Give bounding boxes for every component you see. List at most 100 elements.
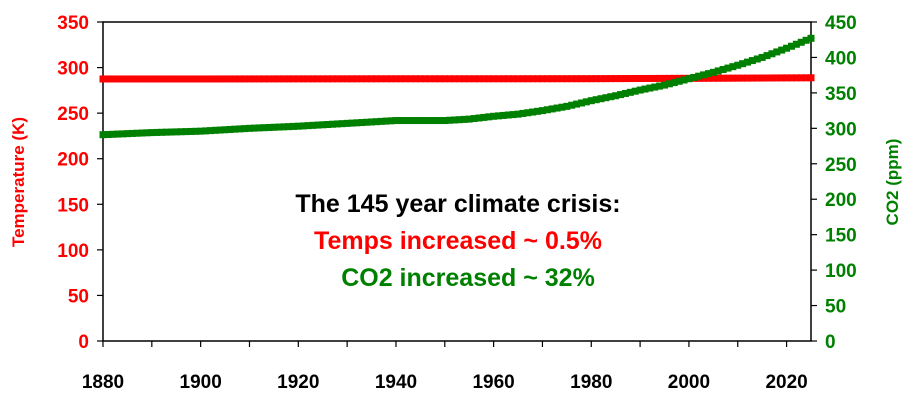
series-point <box>216 126 224 134</box>
series-point <box>206 75 214 83</box>
series-point <box>314 75 322 83</box>
series-point <box>553 75 561 83</box>
series-point <box>495 75 503 83</box>
series-point <box>236 125 244 133</box>
y-right-tick-label: 150 <box>825 226 857 247</box>
series-point <box>231 125 239 133</box>
series-point <box>451 116 459 124</box>
series-point <box>407 75 415 83</box>
series-point <box>338 120 346 128</box>
series-point <box>104 75 112 83</box>
series-point <box>763 52 771 60</box>
series-point <box>582 98 590 106</box>
series-point <box>704 74 712 82</box>
series-point <box>626 88 634 96</box>
series-point <box>807 74 815 82</box>
y-right-tick-label: 100 <box>825 261 857 282</box>
series-point <box>773 74 781 82</box>
series-point <box>153 128 161 136</box>
series-point <box>241 125 249 133</box>
series-point <box>597 75 605 83</box>
series-point <box>578 99 586 107</box>
series-point <box>690 73 698 81</box>
series-point <box>328 75 336 83</box>
series-point <box>587 97 595 105</box>
series-point <box>612 92 620 100</box>
series-point <box>304 122 312 130</box>
series-point <box>285 75 293 83</box>
series-point <box>797 38 805 46</box>
series-point <box>602 75 610 83</box>
series-point <box>509 75 517 83</box>
series-point <box>495 112 503 120</box>
series-point <box>460 75 468 83</box>
series-point <box>568 75 576 83</box>
series-point <box>226 75 234 83</box>
series-point <box>280 75 288 83</box>
x-tick-label: 1940 <box>375 372 417 393</box>
series-point <box>319 121 327 129</box>
series-point <box>773 48 781 56</box>
series-point <box>548 105 556 113</box>
series-point <box>192 75 200 83</box>
series-point <box>656 82 664 90</box>
series-point <box>158 128 166 136</box>
y-left-tick-label: 250 <box>57 104 89 125</box>
axes <box>97 21 817 347</box>
x-tick-label: 1980 <box>570 372 612 393</box>
series-point <box>211 75 219 83</box>
series-point <box>787 74 795 82</box>
series-point <box>514 110 522 118</box>
series-point <box>411 117 419 125</box>
series-point <box>661 81 669 89</box>
series-point <box>187 127 195 135</box>
series-point <box>446 116 454 124</box>
series-point <box>324 75 332 83</box>
y-left-tick-label: 100 <box>57 241 89 262</box>
series-point <box>499 75 507 83</box>
series-point <box>411 75 419 83</box>
series-point <box>724 64 732 72</box>
series-point <box>192 127 200 135</box>
series-point <box>333 120 341 128</box>
series-point <box>270 75 278 83</box>
series-point <box>460 115 468 123</box>
y-right-tick-label: 350 <box>825 84 857 105</box>
series-point <box>465 115 473 123</box>
series-point <box>123 75 131 83</box>
series-point <box>426 117 434 125</box>
series-point <box>255 75 263 83</box>
series-point <box>143 129 151 137</box>
series-point <box>602 94 610 102</box>
y-left-tick-label: 350 <box>57 13 89 34</box>
series-point <box>421 117 429 125</box>
series-point <box>651 83 659 91</box>
series-point <box>778 74 786 82</box>
series-point <box>368 75 376 83</box>
series-point <box>631 75 639 83</box>
series-point <box>114 130 122 138</box>
y-left-axis-label: Temperature (K) <box>9 117 28 247</box>
series-point <box>709 68 717 76</box>
series-point <box>119 75 127 83</box>
series-point <box>729 74 737 82</box>
series-point <box>729 63 737 71</box>
series-point <box>543 75 551 83</box>
series-point <box>289 75 297 83</box>
series-point <box>314 121 322 129</box>
series-point <box>426 75 434 83</box>
series-point <box>304 75 312 83</box>
series-point <box>763 74 771 82</box>
series-point <box>783 74 791 82</box>
series-point <box>519 109 527 117</box>
y-left-tick-label: 50 <box>68 286 89 307</box>
series-point <box>416 117 424 125</box>
series-point <box>514 75 522 83</box>
series-point <box>162 128 170 136</box>
y-right-tick-label: 0 <box>825 332 836 353</box>
series-point <box>714 74 722 82</box>
series-point <box>285 123 293 131</box>
series-point <box>465 75 473 83</box>
y-left-tick-label: 200 <box>57 150 89 171</box>
series-point <box>734 61 742 69</box>
